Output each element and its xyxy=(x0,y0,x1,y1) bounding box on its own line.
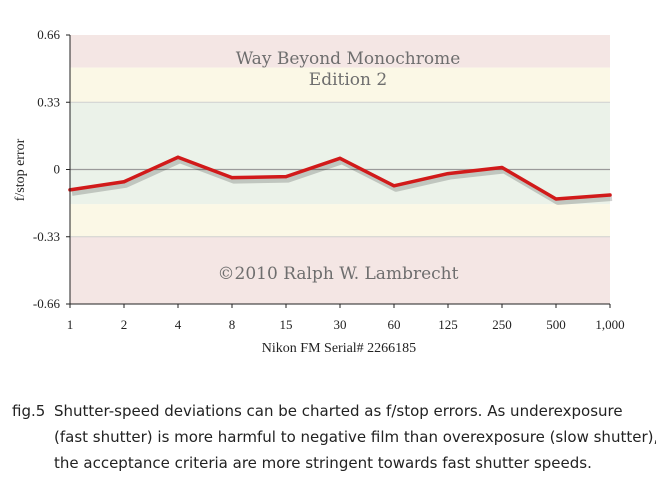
x-tick-label: 2 xyxy=(121,317,128,332)
chart: Way Beyond Monochrome Edition 2 ©2010 Ra… xyxy=(13,27,625,356)
caption-text-1: Shutter-speed deviations can be charted … xyxy=(54,402,623,420)
data-point xyxy=(392,184,396,188)
watermark-edition: Edition 2 xyxy=(309,70,387,90)
watermarks: Way Beyond Monochrome Edition 2 ©2010 Ra… xyxy=(218,49,461,284)
x-tick-label: 60 xyxy=(388,317,401,332)
data-point xyxy=(230,176,234,180)
x-ticks: 1 2 4 8 15 30 60 125 250 500 1,000 xyxy=(67,304,625,332)
band-2 xyxy=(70,102,610,205)
figure-number: fig.5 xyxy=(12,402,46,420)
x-tick-label: 250 xyxy=(492,317,512,332)
x-tick-label: 125 xyxy=(438,317,458,332)
y-axis-label: f/stop error xyxy=(13,138,28,201)
watermark-copyright: ©2010 Ralph W. Lambrecht xyxy=(218,264,459,284)
x-tick-label: 15 xyxy=(280,317,293,332)
watermark-title: Way Beyond Monochrome xyxy=(236,49,461,69)
x-tick-label: 1 xyxy=(67,317,74,332)
y-tick-label: 0.33 xyxy=(37,94,60,109)
x-tick-label: 8 xyxy=(229,317,236,332)
y-tick-label: -0.33 xyxy=(33,229,60,244)
gridlines xyxy=(70,101,610,238)
caption-line-2: (fast shutter) is more harmful to negati… xyxy=(54,428,656,446)
series-layer xyxy=(68,155,613,206)
band-4 xyxy=(70,236,610,304)
data-point xyxy=(176,155,180,159)
band-3 xyxy=(70,204,610,237)
x-tick-label: 4 xyxy=(175,317,182,332)
y-ticks: 0.66 0.33 0 -0.33 -0.66 xyxy=(33,27,70,311)
band-0 xyxy=(70,35,610,68)
figure-caption: fig.5 Shutter-speed deviations can be cha… xyxy=(12,398,656,476)
data-point xyxy=(500,165,504,170)
x-tick-label: 500 xyxy=(546,317,566,332)
data-point xyxy=(608,193,612,197)
data-point xyxy=(446,171,450,176)
band-1 xyxy=(70,67,610,103)
y-tick-label: 0.66 xyxy=(37,27,60,42)
background-bands xyxy=(70,35,610,304)
caption-line-3: the acceptance criteria are more stringe… xyxy=(54,454,592,472)
x-tick-label: 1,000 xyxy=(595,317,624,332)
caption-line-1: fig.5 Shutter-speed deviations can be cha… xyxy=(12,398,652,424)
x-tick-label: 30 xyxy=(334,317,347,332)
data-point xyxy=(284,175,288,179)
y-tick-label: 0 xyxy=(54,162,61,177)
data-point xyxy=(554,197,558,201)
data-point xyxy=(338,156,342,160)
x-axis-label: Nikon FM Serial# 2266185 xyxy=(262,341,416,356)
data-point xyxy=(122,180,126,184)
y-tick-label: -0.66 xyxy=(33,296,61,311)
